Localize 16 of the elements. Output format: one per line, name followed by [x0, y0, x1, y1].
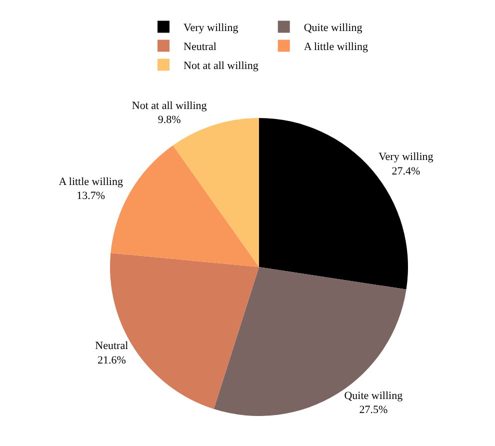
legend-label: A little willing [304, 41, 369, 54]
slice-label: Quite willing [344, 390, 404, 402]
slice-label: Not at all willing [132, 100, 208, 112]
legend-label: Very willing [184, 22, 239, 34]
legend-label: Quite willing [304, 22, 363, 34]
pie-slice [214, 267, 406, 416]
data-label: 13.7% [76, 190, 106, 202]
slice-label: Very willing [378, 151, 434, 164]
slice-label: Neutral [95, 340, 128, 352]
data-label: 27.5% [359, 404, 388, 416]
data-label: 9.8% [158, 114, 181, 126]
data-label: 21.6% [97, 354, 126, 366]
slice-label: A little willing [58, 176, 124, 188]
legend-label: Not at all willing [184, 60, 259, 72]
legend-label: Neutral [184, 41, 216, 54]
data-label: 27.4% [392, 165, 420, 178]
